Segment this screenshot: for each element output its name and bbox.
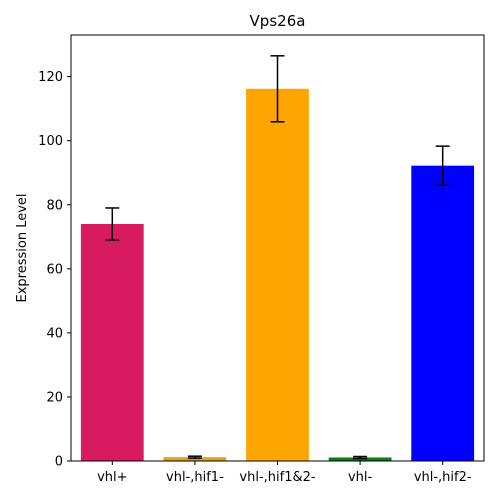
bar: [246, 88, 309, 461]
bar: [163, 457, 227, 461]
x-tick-label: vhl+: [97, 470, 127, 485]
bar: [80, 223, 144, 461]
x-tick-label: vhl-: [348, 470, 373, 485]
x-tick-label: vhl-,hif2-: [414, 470, 472, 485]
y-tick-label: 60: [46, 262, 63, 277]
bar: [328, 457, 392, 461]
y-axis-label: Expression Level: [15, 193, 30, 302]
x-tick-label: vhl-,hif1&2-: [239, 470, 315, 485]
x-tick-label: vhl-,hif1-: [166, 470, 224, 485]
y-tick-label: 0: [55, 455, 63, 470]
y-tick-label: 120: [38, 70, 63, 85]
y-tick-label: 20: [46, 390, 63, 405]
y-tick-label: 100: [38, 134, 63, 149]
y-tick-label: 80: [46, 198, 63, 213]
plot-area: vhl+ vhl-,hif1- vhl-,hif1&2- vhl-vhl-,hif2-…: [38, 34, 485, 485]
y-tick-label: 40: [46, 326, 63, 341]
bar: [411, 165, 475, 461]
chart-title: Vps26a: [250, 12, 306, 30]
plot-frame: [70, 34, 485, 462]
